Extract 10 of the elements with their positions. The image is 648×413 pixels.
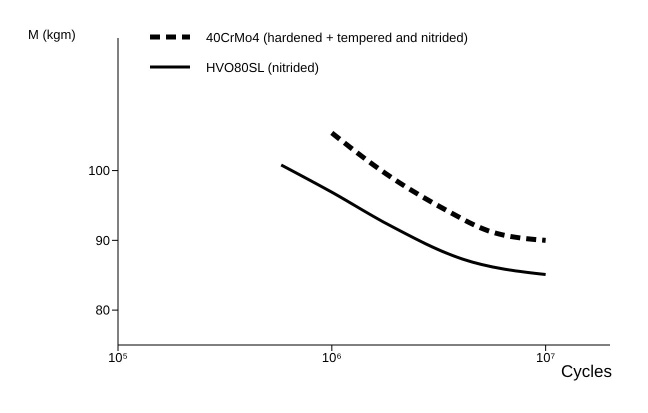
x-tick-label: 10⁶ [322,350,342,366]
y-tick-label: 90 [96,232,110,248]
x-axis-title: Cycles [560,362,612,381]
x-tick-label: 10⁵ [108,350,128,366]
x-tick-label: 10⁷ [536,350,556,366]
y-tick-label: 80 [96,302,110,318]
legend-label: HVO80SL (nitrided) [206,60,319,74]
legend-label: 40CrMo4 (hardened + tempered and nitrided) [206,30,468,44]
y-tick-label: 100 [88,163,110,178]
y-axis-title: M (kgm) [28,27,76,42]
